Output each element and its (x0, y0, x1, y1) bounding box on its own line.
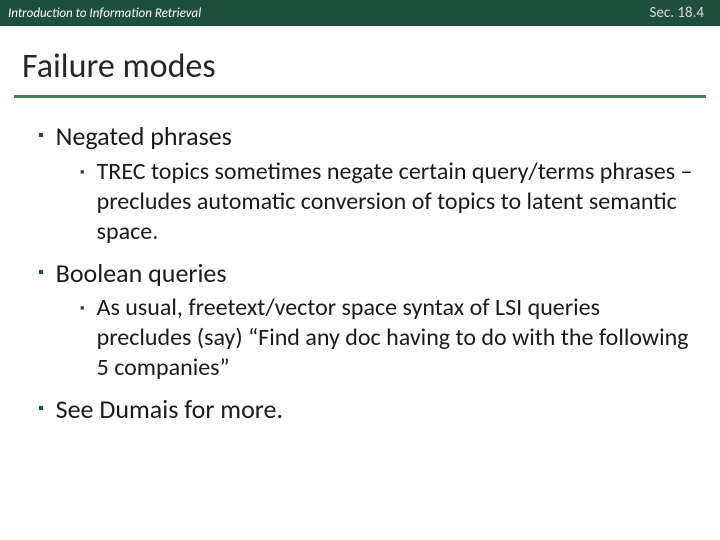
square-bullet-icon: ▪ (80, 302, 85, 315)
header-section-label: Sec. 18.4 (650, 4, 712, 22)
bullet-lvl1: ▪ Negated phrases (38, 120, 696, 153)
bullet-text: See Dumais for more. (56, 393, 283, 426)
square-bullet-icon: ▪ (80, 166, 85, 179)
bullet-text: Negated phrases (56, 120, 232, 153)
bullet-lvl2: ▪ TREC topics sometimes negate certain q… (80, 157, 696, 247)
bullet-text: Boolean queries (56, 257, 227, 290)
header-course-title: Introduction to Information Retrieval (8, 6, 201, 21)
slide-title: Failure modes (0, 26, 720, 95)
bullet-text: TREC topics sometimes negate certain que… (97, 157, 696, 247)
bullet-lvl1: ▪ See Dumais for more. (38, 393, 696, 426)
title-underline (14, 95, 706, 98)
bullet-text: As usual, freetext/vector space syntax o… (97, 293, 696, 383)
bullet-lvl2: ▪ As usual, freetext/vector space syntax… (80, 293, 696, 383)
square-bullet-icon: ▪ (38, 265, 44, 281)
bullet-lvl1: ▪ Boolean queries (38, 257, 696, 290)
header-bar: Introduction to Information Retrieval Se… (0, 0, 720, 26)
content-area: ▪ Negated phrases ▪ TREC topics sometime… (0, 120, 720, 426)
square-bullet-icon: ▪ (38, 128, 44, 144)
square-bullet-icon: ▪ (38, 401, 44, 417)
